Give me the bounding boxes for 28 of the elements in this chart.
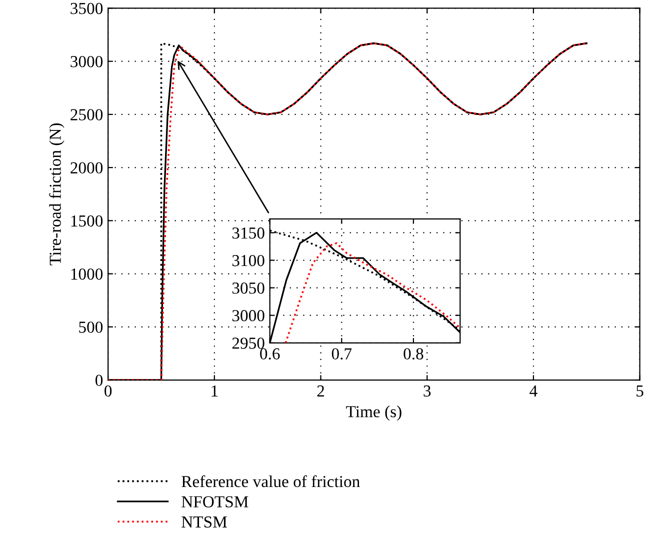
y-tick-label: 3050	[232, 282, 264, 294]
x-tick-label: 5	[636, 386, 644, 397]
x-tick-label: 0.8	[404, 348, 424, 360]
y-tick-label: 3150	[232, 227, 264, 239]
y-tick-label: 500	[79, 322, 103, 333]
x-tick-label: 4	[530, 385, 538, 396]
y-tick-label: 2500	[70, 109, 103, 120]
line-series	[284, 242, 460, 343]
x-tick-label: 2	[317, 385, 324, 396]
x-tick-label: 0	[104, 385, 112, 397]
y-tick-label: 3000	[232, 310, 264, 322]
y-tick-label: 1500	[71, 215, 103, 227]
y-tick-label: 3500	[70, 2, 103, 14]
y-tick-label: 3100	[232, 254, 264, 266]
x-tick-label: 3	[424, 385, 431, 397]
y-tick-label: 2950	[232, 338, 264, 349]
legend-label: Reference value of friction	[182, 475, 360, 488]
y-tick-label: 1000	[71, 268, 103, 280]
x-tick-label: 1	[212, 385, 218, 396]
y-tick-label: 3000	[70, 56, 103, 68]
legend-label: NTSM	[182, 516, 227, 528]
y-axis-title: Tire-road friction (N)	[49, 123, 64, 266]
x-axis-title: Time (s)	[346, 406, 402, 421]
y-tick-label: 0	[96, 374, 103, 386]
x-tick-label: 0.7	[332, 348, 352, 360]
legend-label: NFOTSM	[182, 496, 248, 508]
x-tick-label: 0.6	[260, 348, 280, 360]
y-tick-label: 2000	[70, 162, 103, 174]
